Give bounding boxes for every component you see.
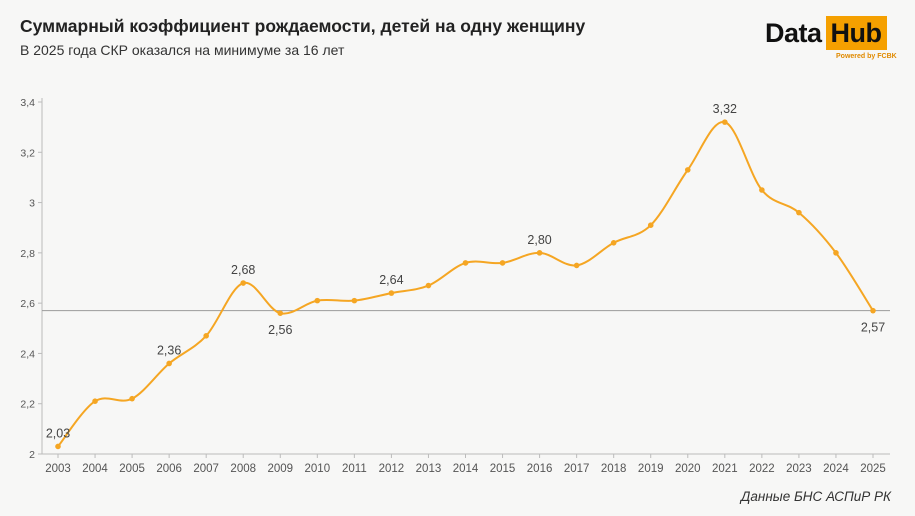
- data-point: [536, 250, 543, 256]
- x-tick-label: 2015: [490, 463, 516, 475]
- data-point: [647, 222, 654, 228]
- logo-word-hub: Hub: [825, 16, 887, 50]
- data-point: [240, 280, 247, 286]
- data-point: [92, 398, 98, 405]
- x-tick-label: 2014: [453, 463, 479, 475]
- data-label: 2,68: [231, 263, 255, 277]
- data-point: [610, 240, 617, 246]
- data-point: [129, 395, 135, 402]
- data-point: [722, 119, 728, 125]
- x-tick-label: 2018: [601, 463, 627, 475]
- data-point: [425, 282, 432, 289]
- x-tick-label: 2017: [564, 463, 590, 475]
- data-point: [166, 360, 172, 367]
- y-tick-label: 3,4: [20, 97, 35, 109]
- x-tick-label: 2011: [342, 463, 367, 475]
- x-tick-label: 2008: [230, 463, 256, 475]
- x-tick-label: 2005: [119, 463, 145, 475]
- data-point: [684, 167, 691, 173]
- x-tick-label: 2016: [527, 463, 553, 475]
- data-point: [388, 290, 395, 296]
- x-tick-label: 2009: [267, 463, 293, 475]
- data-point: [314, 297, 321, 304]
- data-label: 2,03: [46, 426, 70, 440]
- x-tick-label: 2004: [82, 463, 108, 475]
- y-tick-label: 2,4: [20, 348, 35, 360]
- x-tick-label: 2013: [416, 463, 442, 475]
- data-point: [759, 187, 765, 193]
- y-tick-label: 2: [29, 449, 35, 461]
- y-tick-label: 2,8: [20, 248, 35, 260]
- data-label: 2,64: [379, 273, 403, 287]
- x-tick-label: 2024: [823, 463, 849, 475]
- data-point: [351, 297, 358, 304]
- data-point: [573, 262, 580, 269]
- data-point: [462, 260, 469, 266]
- chart-subtitle: В 2025 года СКР оказался на минимуме за …: [20, 42, 345, 58]
- x-tick-label: 2019: [638, 463, 664, 475]
- data-point: [796, 209, 802, 216]
- x-tick-label: 2010: [305, 463, 331, 475]
- y-tick-label: 2,6: [20, 298, 35, 310]
- x-tick-label: 2023: [786, 463, 812, 475]
- chart-title: Суммарный коэффициент рождаемости, детей…: [20, 16, 586, 36]
- data-point: [55, 443, 61, 450]
- data-point: [870, 307, 876, 314]
- data-point: [499, 260, 506, 266]
- x-tick-label: 2022: [749, 463, 775, 475]
- y-tick-label: 3,2: [20, 147, 35, 159]
- y-tick-label: 3: [29, 198, 35, 210]
- logo-powered-by: Powered by FCBK: [836, 53, 897, 60]
- logo-word-data: Data: [765, 17, 822, 48]
- x-tick-label: 2020: [675, 463, 701, 475]
- data-point: [833, 250, 839, 256]
- x-tick-label: 2006: [156, 463, 182, 475]
- x-tick-label: 2012: [379, 463, 405, 475]
- x-tick-label: 2025: [860, 463, 886, 475]
- x-tick-label: 2003: [45, 463, 71, 475]
- series-line: [57, 121, 874, 448]
- x-tick-label: 2021: [712, 463, 738, 475]
- data-label: 2,56: [268, 323, 292, 337]
- data-label: 2,80: [527, 233, 551, 247]
- y-tick-label: 2,2: [20, 399, 35, 411]
- data-label: 2,36: [157, 343, 181, 357]
- data-source: Данные БНС АСПиР РК: [740, 489, 891, 504]
- datahub-logo: Data Hub Powered by FCBK: [765, 16, 900, 68]
- x-tick-label: 2007: [193, 463, 219, 475]
- data-label: 3,32: [713, 102, 737, 116]
- data-point: [277, 310, 284, 317]
- data-label: 2,57: [861, 321, 885, 335]
- data-point: [203, 333, 209, 339]
